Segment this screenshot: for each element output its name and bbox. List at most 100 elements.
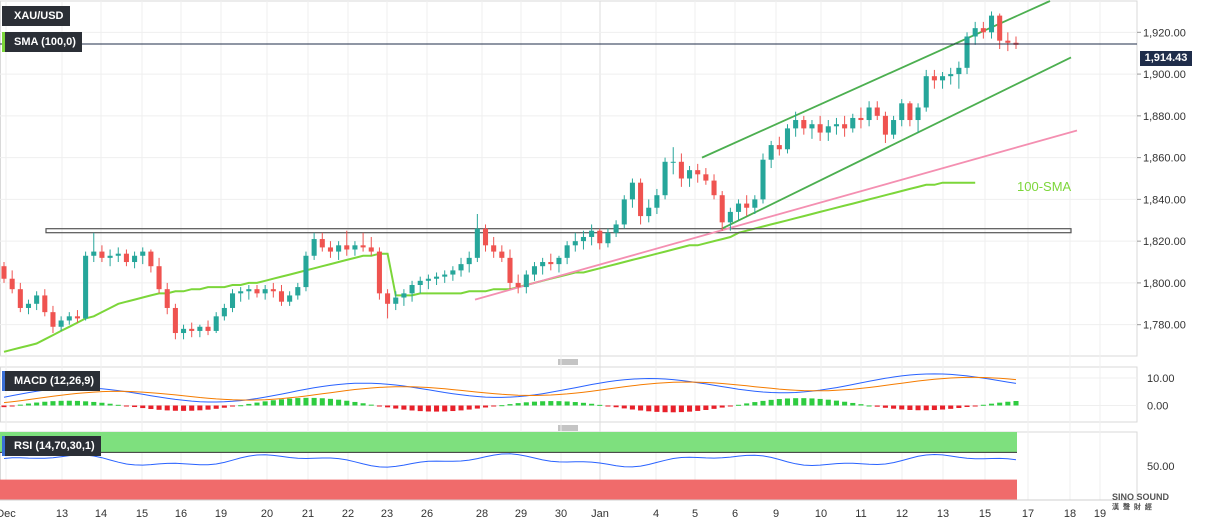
candle-body [91,251,97,256]
macd-histogram-bar [327,398,333,406]
macd-tick-label: 0.00 [1147,401,1168,413]
candle-body [442,274,448,277]
macd-histogram-bar [401,405,407,410]
rsi-label[interactable]: RSI (14,70,30,1) [2,436,101,456]
macd-histogram-bar [9,405,15,407]
macd-histogram-bar [833,400,839,406]
candle-body [189,328,195,331]
macd-histogram-bar [197,405,203,411]
candle-body [385,293,391,304]
x-tick-label: 9 [773,508,779,520]
x-tick-label: 30 [555,508,567,520]
macd-histogram-bar [34,402,40,406]
horizontal-resistance-zone [45,228,1072,234]
macd-histogram-bar [654,405,660,412]
candle-body [140,251,146,256]
candle-body [809,124,815,129]
candle-body [74,316,80,319]
candle-body [662,161,668,196]
candle-body [817,124,823,133]
candle-body [621,199,627,225]
candle-body [882,115,888,135]
symbol-label[interactable]: XAU/USD [2,6,70,26]
candle-body [262,289,268,294]
macd-histogram-bar [997,402,1003,406]
candle-body [409,285,415,294]
candle-body [425,278,431,281]
macd-histogram-bar [352,401,358,406]
candle-body [295,287,301,296]
macd-histogram-bar [801,398,807,406]
x-tick-label: 15 [979,508,991,520]
macd-histogram-bar [719,405,725,408]
macd-histogram-bar [956,405,962,408]
macd-histogram-bar [891,405,897,409]
candle-body [482,228,489,246]
macd-histogram-bar [181,405,187,411]
macd-histogram-bar [540,401,546,406]
x-tick-label: 13 [937,508,949,520]
macd-histogram-bar [589,403,595,406]
candle-body [499,251,505,258]
macd-histogram-bar [670,405,676,413]
x-tick-label: 23 [381,508,393,520]
y-tick-label: 1,920.00 [1143,27,1186,39]
macd-histogram-bar [703,405,709,410]
macd-histogram-bar [74,400,80,406]
candle-body [523,274,529,288]
macd-histogram-bar [597,404,603,406]
candle-body [491,245,497,252]
candle-body [825,126,831,133]
macd-histogram-bar [491,405,497,407]
candle-body [66,316,72,321]
candle-body [311,239,317,256]
macd-histogram-bar [874,405,880,407]
candle-body [181,328,187,334]
candle-body [940,76,946,81]
macd-histogram-bar [319,398,325,406]
macd-histogram-bar [735,404,742,406]
macd-histogram-bar [254,402,260,406]
macd-histogram-bar [744,403,750,406]
macd-histogram-bar [172,405,178,411]
panel-frame-0 [0,0,1138,357]
candle-body [148,251,154,267]
macd-histogram-bar [515,403,521,406]
macd-histogram-bar [793,398,799,406]
macd-histogram-bar [621,405,627,409]
sma-annotation: 100-SMA [1017,179,1072,194]
x-tick-label: 11 [855,508,866,520]
macd-histogram-bar [417,405,423,412]
candle-body [17,289,23,308]
macd-label[interactable]: MACD (12,26,9) [2,371,101,391]
macd-histogram-bar [450,405,456,412]
x-tick-label: 19 [215,508,227,520]
macd-histogram-bar [83,401,89,406]
candle-body [670,161,676,163]
candle-body [760,159,766,200]
sma-label[interactable]: SMA (100,0) [2,32,82,52]
macd-histogram-bar [572,402,578,406]
candle-body [417,280,423,285]
rsi-line [3,453,1017,468]
y-tick-label: 1,820.00 [1143,236,1186,248]
candle-body [1005,40,1011,43]
x-tick-label: 14 [95,508,107,520]
candle-body [752,199,758,208]
candle-body [638,182,644,217]
candle-body [564,245,570,258]
candle-body [164,289,170,308]
candle-body [327,247,333,252]
candle-body [25,303,32,308]
candle-body [923,76,929,108]
candle-body [458,264,464,271]
x-tick-label: Dec [0,508,16,520]
candle-body [115,253,121,256]
candle-body [850,117,856,129]
macd-histogram-bar [123,405,129,407]
macd-histogram-bar [899,405,905,410]
candle-body [1,266,7,279]
macd-histogram-bar [442,405,448,412]
macd-histogram-bar [148,405,154,410]
